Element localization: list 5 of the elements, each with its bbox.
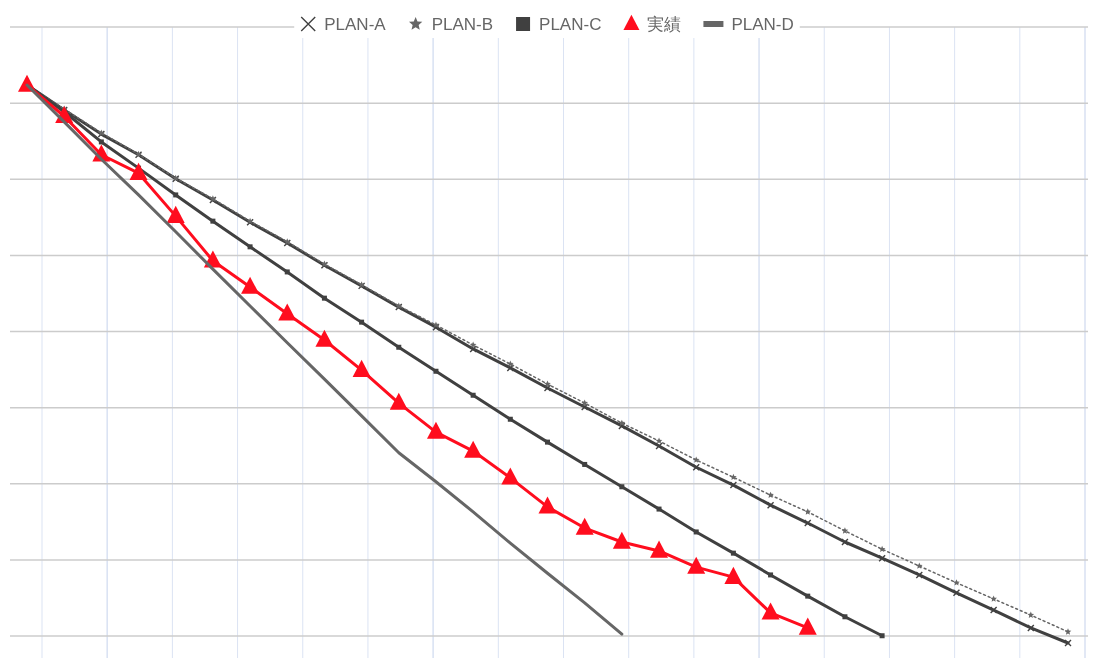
legend-label: PLAN-D xyxy=(731,15,794,34)
legend-label: 実績 xyxy=(647,15,682,34)
legend-label: PLAN-C xyxy=(539,15,602,34)
legend-label: PLAN-A xyxy=(324,15,387,34)
legend-label: PLAN-B xyxy=(431,15,494,34)
